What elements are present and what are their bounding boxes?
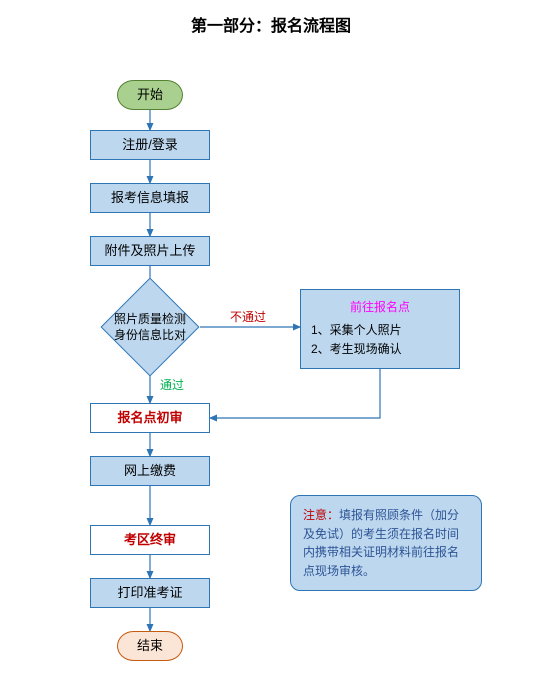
check-label-line1: 照片质量检测 xyxy=(114,312,186,326)
fillinfo-node: 报考信息填报 xyxy=(90,183,210,213)
check-decision-node: 照片质量检测 身份信息比对 xyxy=(115,292,185,362)
register-node: 注册/登录 xyxy=(90,130,210,160)
print-label: 打印准考证 xyxy=(117,585,182,602)
register-label: 注册/登录 xyxy=(122,137,178,154)
print-node: 打印准考证 xyxy=(90,578,210,608)
notice-box: 注意：填报有照顾条件（加分及免试）的考生须在报名时间内携带相关证明材料前往报名点… xyxy=(290,495,482,591)
flowchart-canvas: 开始 注册/登录 报考信息填报 附件及照片上传 照片质量检测 身份信息比对 报名… xyxy=(0,0,542,698)
edge-label-fail: 不通过 xyxy=(230,308,266,325)
review1-node: 报名点初审 xyxy=(90,403,210,433)
pay-label: 网上缴费 xyxy=(124,463,176,480)
goto-site-line2: 2、考生现场确认 xyxy=(311,340,449,359)
notice-prefix: 注意： xyxy=(303,508,339,522)
upload-label: 附件及照片上传 xyxy=(104,243,195,260)
start-label: 开始 xyxy=(137,87,163,104)
edge-label-pass: 通过 xyxy=(160,376,184,393)
goto-site-line1: 1、采集个人照片 xyxy=(311,321,449,340)
check-label-line2: 身份信息比对 xyxy=(114,328,186,342)
flow-arrows xyxy=(0,0,542,698)
start-node: 开始 xyxy=(117,80,183,110)
fillinfo-label: 报考信息填报 xyxy=(111,190,189,207)
review2-node: 考区终审 xyxy=(90,525,210,555)
pay-node: 网上缴费 xyxy=(90,456,210,486)
upload-node: 附件及照片上传 xyxy=(90,236,210,266)
end-label: 结束 xyxy=(137,638,163,655)
review1-label: 报名点初审 xyxy=(117,410,182,427)
check-label: 照片质量检测 身份信息比对 xyxy=(101,311,199,343)
goto-site-box: 前往报名点 1、采集个人照片 2、考生现场确认 xyxy=(300,289,460,369)
goto-site-title: 前往报名点 xyxy=(311,298,449,317)
review2-label: 考区终审 xyxy=(124,532,176,549)
end-node: 结束 xyxy=(117,631,183,661)
